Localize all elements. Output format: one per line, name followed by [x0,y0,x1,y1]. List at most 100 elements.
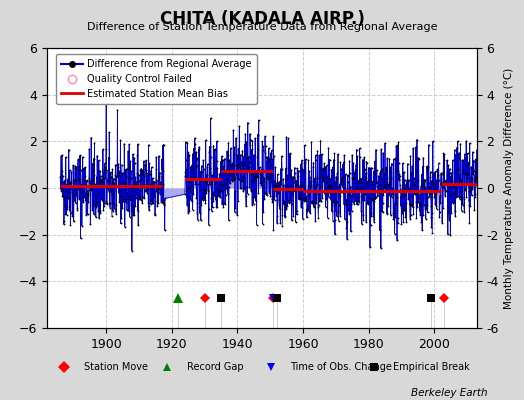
Point [250,194,258,200]
Point [285,187,293,193]
Point [406,153,414,159]
Point [353,184,362,190]
Point [423,209,432,216]
Point [188,198,196,205]
Point [151,198,160,204]
Point [399,169,407,176]
Point [196,217,205,223]
Point [410,182,418,188]
Point [443,172,451,178]
Point [440,156,448,163]
Point [357,208,365,214]
Point [238,161,246,168]
Point [181,173,189,179]
Point [151,212,159,218]
Point [75,176,83,182]
Point [380,185,389,191]
Point [421,177,429,183]
Point [276,166,285,172]
Point [334,151,342,157]
Point [299,216,307,222]
Point [319,166,327,172]
Point [222,181,230,187]
Point [446,232,454,238]
Point [333,213,341,219]
Point [421,184,430,191]
Point [73,187,81,193]
Point [322,196,331,202]
Point [272,183,280,189]
Point [156,170,164,176]
Point [363,200,371,206]
Point [330,189,338,195]
Point [466,185,474,191]
Point [97,176,106,183]
Point [71,200,80,206]
Point [183,166,191,172]
Point [65,204,73,210]
Point [195,203,204,210]
Point [400,192,409,198]
Point [106,174,114,180]
Point [61,201,69,208]
Point [472,147,481,153]
Point [127,202,136,208]
Point [144,181,152,188]
Point [409,145,417,152]
Point [370,218,378,225]
Point [339,174,347,180]
Point [448,169,456,176]
Point [276,178,284,184]
Point [135,178,143,184]
Point [420,176,429,183]
Point [232,135,240,141]
Point [64,195,72,202]
Point [431,181,439,188]
Point [150,178,159,185]
Point [110,176,118,182]
Point [117,192,126,199]
Point [445,204,453,210]
Point [453,144,461,151]
Point [202,175,210,182]
Point [185,176,194,182]
Point [233,212,242,218]
Point [98,177,106,184]
Point [359,212,367,218]
Point [161,195,169,202]
Point [185,151,193,158]
Point [307,178,315,184]
Point [356,179,364,185]
Point [186,175,194,182]
Point [117,162,126,168]
Point [97,197,106,203]
Point [139,184,148,190]
Point [459,166,467,173]
Point [194,162,202,168]
Point [82,191,90,197]
Point [347,208,356,214]
Point [335,192,344,199]
Point [327,166,335,173]
Point [71,163,79,169]
Point [313,148,322,154]
Point [282,134,290,140]
Point [307,139,315,145]
Point [412,144,420,150]
Point [212,180,220,186]
Legend: Difference from Regional Average, Quality Control Failed, Estimated Station Mean: Difference from Regional Average, Qualit… [56,54,257,104]
Point [296,192,304,198]
Point [381,189,389,195]
Point [247,188,255,194]
Point [385,181,393,188]
Point [299,170,308,176]
Point [372,194,380,200]
Point [278,153,286,159]
Point [380,170,388,177]
Point [417,218,425,225]
Point [311,184,319,190]
Point [320,175,329,181]
Point [224,158,232,164]
Point [289,212,298,219]
Point [294,186,302,192]
